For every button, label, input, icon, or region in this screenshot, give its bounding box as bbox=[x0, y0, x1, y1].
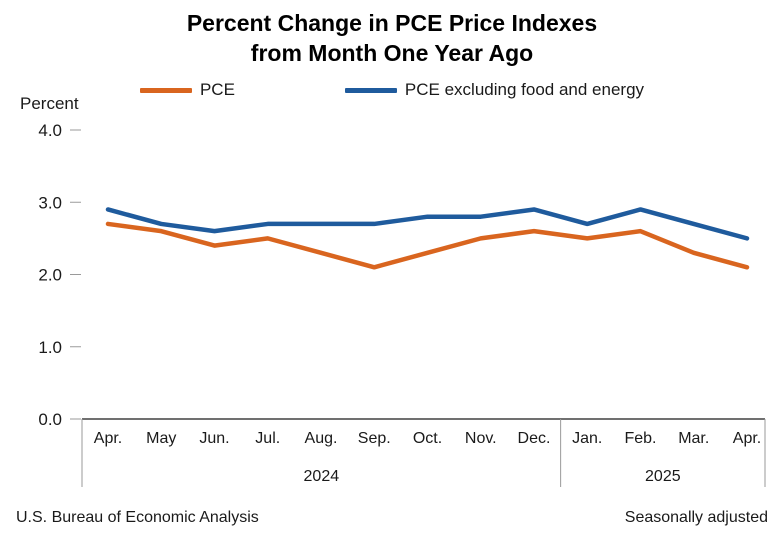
x-year-label: 2025 bbox=[645, 468, 681, 485]
series-line-pce bbox=[105, 221, 750, 270]
legend-label-pce: PCE bbox=[199, 80, 235, 99]
series-line-pce-excluding-food-and-energy bbox=[105, 207, 750, 241]
x-month-label: Jul. bbox=[255, 430, 280, 447]
x-month-label: May bbox=[146, 430, 176, 447]
x-month-label: Oct. bbox=[413, 430, 442, 447]
legend-item-core-pce: PCE excluding food and energy bbox=[344, 80, 645, 100]
x-month-label: Sep. bbox=[358, 430, 391, 447]
x-month-label: Aug. bbox=[305, 430, 338, 447]
seasonal-adjustment-note: Seasonally adjusted bbox=[624, 509, 768, 526]
chart-legend: PCE PCE excluding food and energy bbox=[0, 80, 784, 100]
core-pce-line-swatch bbox=[344, 87, 397, 93]
x-month-label: Dec. bbox=[518, 430, 551, 447]
chart-title: Percent Change in PCE Price Indexes from… bbox=[0, 8, 784, 68]
x-year-label: 2024 bbox=[304, 468, 340, 485]
x-month-label: Apr. bbox=[94, 430, 122, 447]
y-tick-label: 1.0 bbox=[38, 338, 62, 357]
x-month-label: Jun. bbox=[199, 430, 229, 447]
legend-item-pce: PCE bbox=[139, 80, 235, 100]
pce-line-swatch bbox=[139, 87, 192, 93]
legend-label-core-pce: PCE excluding food and energy bbox=[404, 80, 645, 99]
line-chart-canvas: 4.0 3.0 2.0 1.0 0.0 Apr. May Jun. Jul. Aug. Sep. Oc… bbox=[38, 121, 766, 487]
y-tick-label: 3.0 bbox=[38, 193, 62, 212]
x-month-label: Mar. bbox=[678, 430, 709, 447]
chart-title-line2: from Month One Year Ago bbox=[250, 40, 534, 66]
y-tick-label: 4.0 bbox=[38, 121, 62, 140]
y-tick-label: 0.0 bbox=[38, 410, 62, 429]
y-axis-unit-label: Percent bbox=[20, 94, 79, 113]
x-month-label: Nov. bbox=[465, 430, 497, 447]
x-month-label: Feb. bbox=[624, 430, 656, 447]
source-attribution: U.S. Bureau of Economic Analysis bbox=[16, 509, 259, 526]
y-tick-label: 2.0 bbox=[38, 266, 62, 285]
x-month-label: Jan. bbox=[572, 430, 602, 447]
x-month-label: Apr. bbox=[733, 430, 761, 447]
chart-title-line1: Percent Change in PCE Price Indexes bbox=[186, 10, 598, 36]
